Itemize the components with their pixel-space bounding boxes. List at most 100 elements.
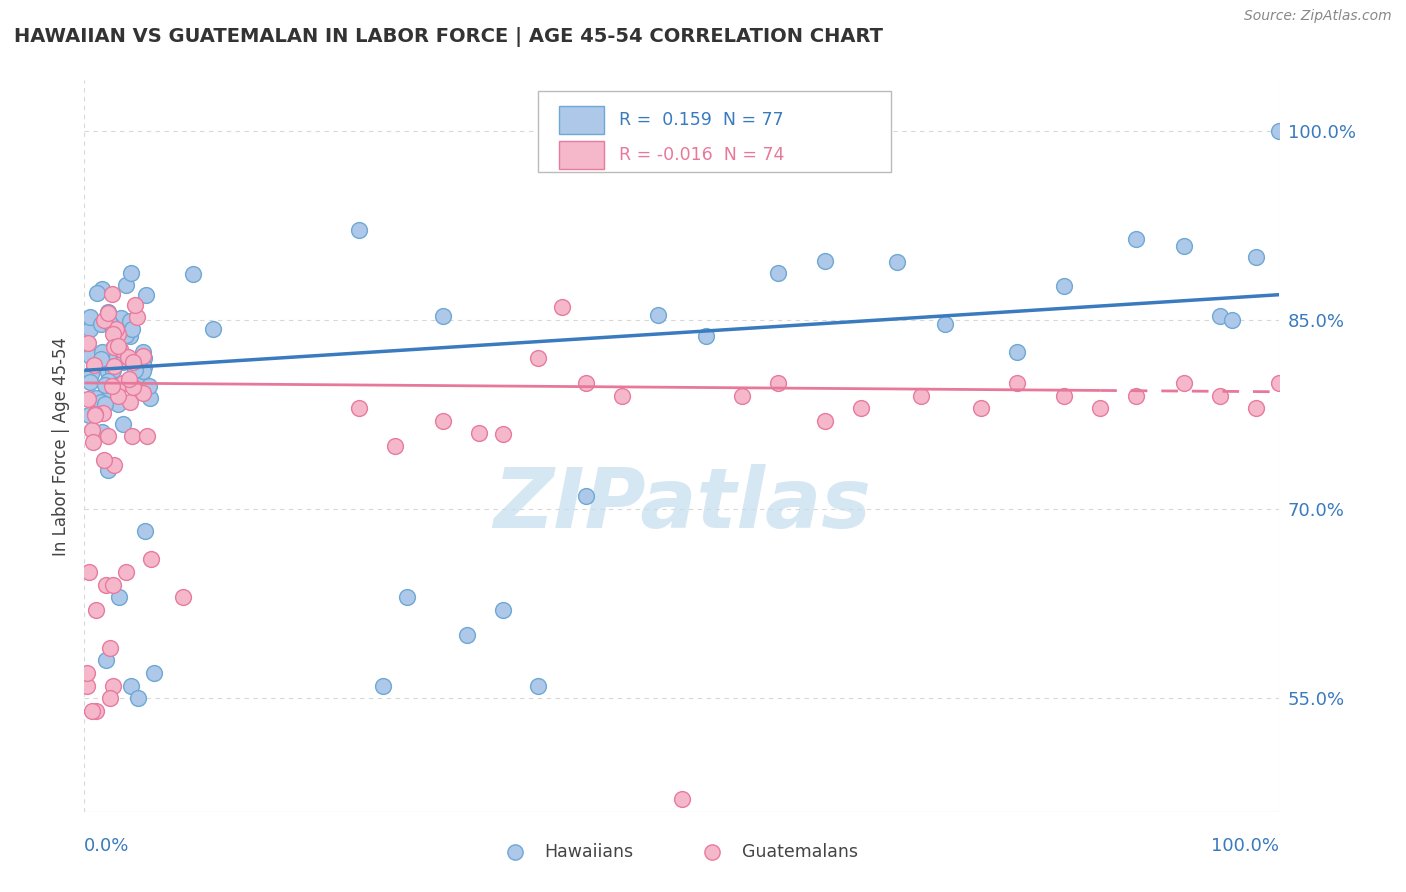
Point — [135, 428, 157, 442]
Point — [181, 268, 204, 282]
Point — [93, 453, 115, 467]
Point — [97, 463, 120, 477]
Point — [107, 389, 129, 403]
Point — [122, 380, 145, 394]
Point — [125, 310, 148, 324]
Point — [456, 628, 478, 642]
FancyBboxPatch shape — [558, 106, 605, 134]
Point — [120, 395, 142, 409]
Point — [101, 379, 124, 393]
Point — [1173, 376, 1195, 390]
Point — [107, 338, 129, 352]
Point — [90, 394, 112, 409]
Point — [129, 370, 152, 384]
Point — [110, 377, 132, 392]
Point — [141, 552, 163, 566]
Text: ZIPatlas: ZIPatlas — [494, 464, 870, 545]
Point — [468, 426, 491, 441]
Point — [1053, 278, 1076, 293]
Text: R =  0.159  N = 77: R = 0.159 N = 77 — [619, 111, 783, 128]
Point — [97, 365, 120, 379]
Point — [120, 679, 142, 693]
Point — [86, 285, 108, 300]
Point — [107, 396, 129, 410]
Point — [111, 417, 134, 431]
Point — [94, 653, 117, 667]
Point — [94, 397, 117, 411]
Point — [94, 377, 117, 392]
Point — [970, 401, 993, 416]
Point — [97, 429, 120, 443]
Point — [76, 335, 98, 350]
Point — [132, 385, 155, 400]
Point — [97, 375, 120, 389]
Point — [94, 578, 117, 592]
Text: Guatemalans: Guatemalans — [742, 843, 858, 861]
Point — [79, 350, 101, 364]
Point — [76, 392, 98, 406]
Point — [766, 266, 789, 280]
Point — [101, 318, 124, 333]
Point — [83, 359, 105, 373]
Point — [1268, 376, 1291, 390]
Point — [1209, 310, 1232, 324]
Point — [97, 314, 120, 328]
Point — [396, 591, 419, 605]
Point — [77, 408, 100, 422]
Point — [112, 354, 135, 368]
Point — [124, 363, 146, 377]
Point — [1125, 232, 1147, 246]
Point — [84, 408, 107, 422]
Point — [115, 277, 138, 292]
Point — [1125, 388, 1147, 402]
Point — [120, 329, 142, 343]
Point — [84, 391, 107, 405]
Point — [122, 354, 145, 368]
Point — [94, 350, 117, 364]
Point — [814, 253, 837, 268]
Point — [142, 665, 165, 680]
Point — [373, 679, 395, 693]
Point — [934, 318, 956, 332]
Point — [671, 792, 693, 806]
Text: HAWAIIAN VS GUATEMALAN IN LABOR FORCE | AGE 45-54 CORRELATION CHART: HAWAIIAN VS GUATEMALAN IN LABOR FORCE | … — [14, 27, 883, 46]
Point — [76, 665, 98, 680]
Point — [647, 308, 669, 322]
Point — [104, 322, 127, 336]
Point — [124, 298, 146, 312]
Point — [1053, 388, 1076, 402]
Point — [121, 428, 143, 442]
Point — [79, 322, 101, 336]
Point — [97, 304, 120, 318]
Point — [90, 282, 112, 296]
Text: Hawaiians: Hawaiians — [544, 843, 634, 861]
Point — [79, 376, 101, 390]
Point — [103, 340, 125, 354]
Point — [731, 388, 754, 402]
Point — [349, 222, 371, 236]
FancyBboxPatch shape — [558, 141, 605, 169]
Point — [1005, 376, 1028, 390]
Point — [575, 490, 598, 504]
Point — [134, 351, 156, 365]
Text: R = -0.016  N = 74: R = -0.016 N = 74 — [619, 146, 785, 164]
Point — [77, 565, 100, 579]
Point — [100, 344, 122, 359]
Point — [103, 341, 125, 355]
Point — [134, 524, 156, 538]
Point — [1209, 388, 1232, 402]
Point — [114, 565, 136, 579]
Point — [132, 349, 155, 363]
Point — [118, 372, 141, 386]
Point — [103, 359, 125, 373]
Point — [103, 458, 125, 473]
Text: 100.0%: 100.0% — [1212, 837, 1279, 855]
Point — [120, 266, 142, 280]
Point — [90, 345, 112, 359]
Point — [132, 359, 155, 374]
Point — [131, 364, 153, 378]
Point — [111, 376, 134, 390]
Point — [79, 310, 101, 324]
Point — [82, 435, 104, 450]
Point — [139, 391, 162, 405]
